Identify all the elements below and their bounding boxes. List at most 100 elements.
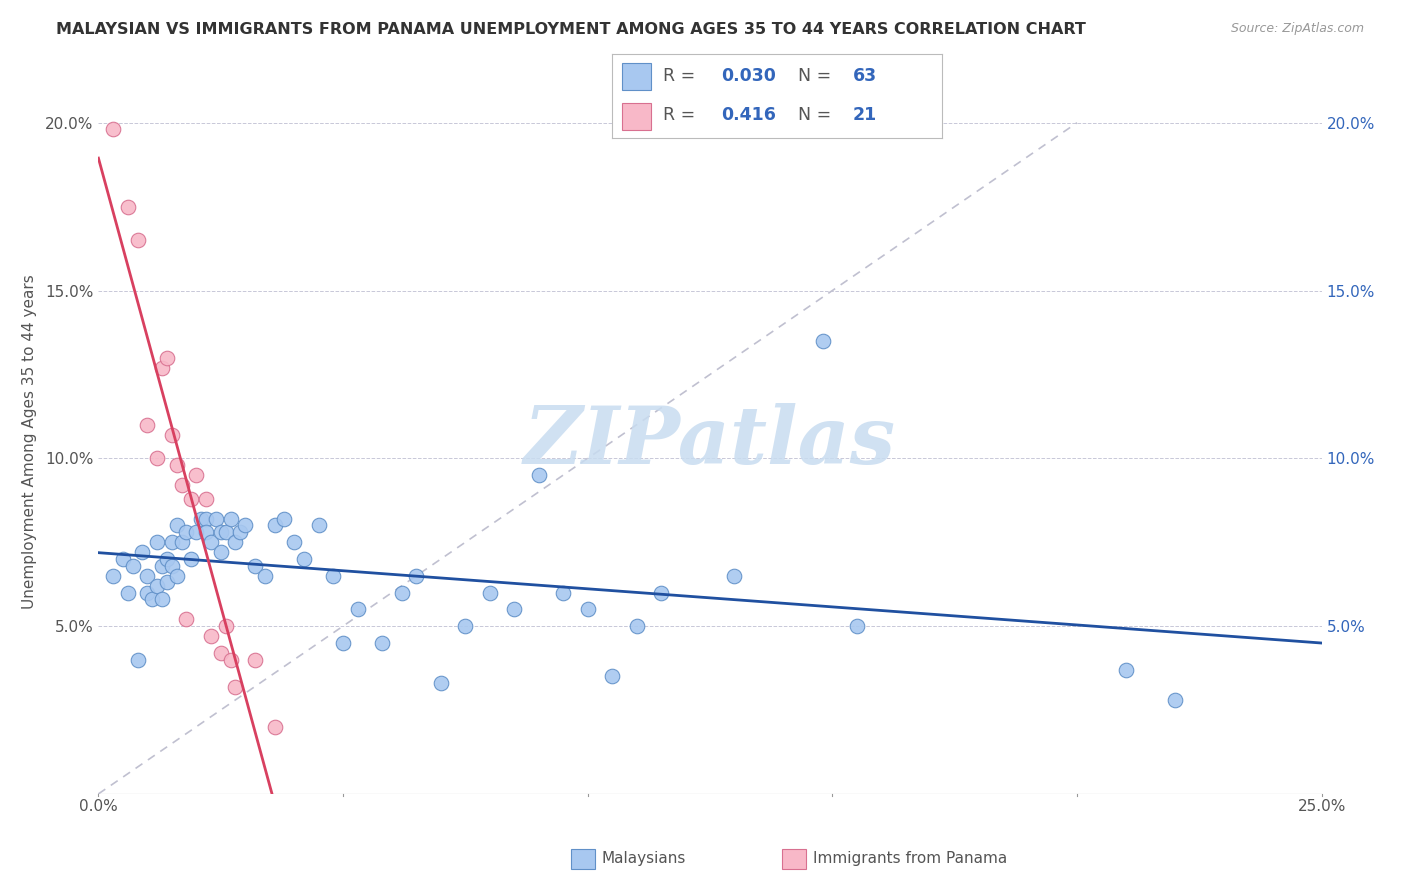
Point — [200, 535, 222, 549]
Point — [146, 535, 169, 549]
Point — [263, 720, 285, 734]
Point — [478, 585, 501, 599]
Point — [346, 602, 368, 616]
Point — [600, 669, 623, 683]
Point — [160, 427, 183, 442]
Point — [371, 636, 394, 650]
Y-axis label: Unemployment Among Ages 35 to 44 years: Unemployment Among Ages 35 to 44 years — [22, 274, 37, 609]
Point — [156, 351, 179, 365]
Point — [156, 552, 179, 566]
Point — [243, 558, 266, 573]
Text: R =: R = — [662, 106, 700, 124]
Point — [150, 558, 173, 573]
Point — [160, 535, 183, 549]
Point — [170, 478, 193, 492]
Point — [101, 568, 124, 582]
Point — [214, 525, 236, 540]
Point — [1115, 663, 1137, 677]
Point — [150, 592, 173, 607]
Point — [166, 458, 188, 472]
Text: MALAYSIAN VS IMMIGRANTS FROM PANAMA UNEMPLOYMENT AMONG AGES 35 TO 44 YEARS CORRE: MALAYSIAN VS IMMIGRANTS FROM PANAMA UNEM… — [56, 22, 1085, 37]
Point — [233, 518, 256, 533]
Point — [146, 451, 169, 466]
Point — [650, 585, 672, 599]
Text: N =: N = — [799, 106, 837, 124]
FancyBboxPatch shape — [621, 103, 651, 130]
Point — [150, 360, 173, 375]
Text: 0.416: 0.416 — [721, 106, 776, 124]
Text: R =: R = — [662, 68, 700, 86]
Point — [136, 417, 159, 432]
Point — [1164, 693, 1187, 707]
Point — [186, 468, 208, 483]
Point — [180, 552, 202, 566]
Point — [186, 525, 208, 540]
Point — [166, 568, 188, 582]
Point — [156, 575, 179, 590]
Point — [111, 552, 134, 566]
Point — [283, 535, 305, 549]
Point — [723, 568, 745, 582]
Point — [224, 680, 246, 694]
Text: 21: 21 — [853, 106, 877, 124]
Point — [391, 585, 413, 599]
Point — [160, 558, 183, 573]
Point — [195, 512, 218, 526]
Point — [243, 653, 266, 667]
Text: N =: N = — [799, 68, 837, 86]
Point — [176, 525, 198, 540]
Point — [503, 602, 526, 616]
Point — [332, 636, 354, 650]
Point — [176, 612, 198, 626]
Text: Malaysians: Malaysians — [602, 852, 686, 866]
Point — [117, 585, 139, 599]
Point — [811, 334, 834, 348]
Point — [205, 512, 228, 526]
Point — [141, 592, 163, 607]
Text: Source: ZipAtlas.com: Source: ZipAtlas.com — [1230, 22, 1364, 36]
Point — [626, 619, 648, 633]
Point — [190, 512, 212, 526]
Point — [209, 525, 232, 540]
Point — [127, 233, 149, 247]
Point — [166, 518, 188, 533]
Point — [845, 619, 868, 633]
Point — [253, 568, 276, 582]
Text: 0.030: 0.030 — [721, 68, 776, 86]
Point — [170, 535, 193, 549]
Point — [195, 491, 218, 506]
Point — [214, 619, 236, 633]
Point — [146, 579, 169, 593]
Point — [553, 585, 575, 599]
Point — [322, 568, 344, 582]
Text: 63: 63 — [853, 68, 877, 86]
Text: ZIPatlas: ZIPatlas — [524, 403, 896, 480]
Point — [454, 619, 477, 633]
Point — [195, 525, 218, 540]
Point — [209, 545, 232, 559]
Point — [224, 535, 246, 549]
Point — [117, 200, 139, 214]
Point — [127, 653, 149, 667]
Text: Immigrants from Panama: Immigrants from Panama — [813, 852, 1007, 866]
Point — [121, 558, 143, 573]
Point — [180, 491, 202, 506]
Point — [292, 552, 315, 566]
Point — [273, 512, 295, 526]
FancyBboxPatch shape — [621, 62, 651, 90]
Point — [308, 518, 330, 533]
Point — [200, 629, 222, 643]
Point — [576, 602, 599, 616]
Point — [229, 525, 252, 540]
Point — [209, 646, 232, 660]
Point — [430, 676, 453, 690]
Point — [527, 468, 550, 483]
Point — [219, 653, 242, 667]
Point — [263, 518, 285, 533]
Point — [101, 122, 124, 136]
Point — [405, 568, 427, 582]
Point — [136, 568, 159, 582]
Point — [219, 512, 242, 526]
Point — [136, 585, 159, 599]
Point — [131, 545, 153, 559]
